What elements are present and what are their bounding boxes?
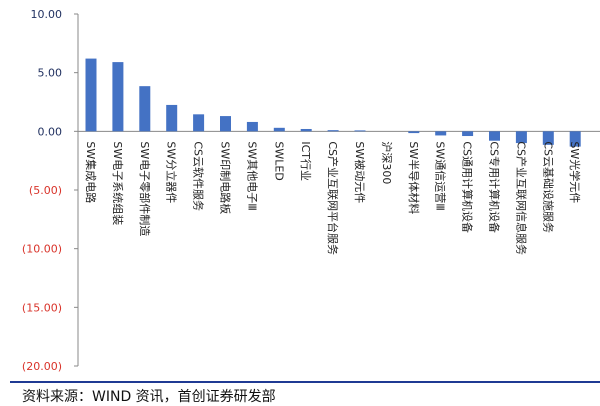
category-label: CS通用计算机设备 <box>461 141 475 233</box>
category-label: CS专用计算机设备 <box>488 141 502 233</box>
bar <box>462 131 474 137</box>
category-label: SW印制电路板 <box>219 141 233 214</box>
y-tick-label: (10.00) <box>22 243 62 256</box>
bar <box>327 130 339 132</box>
category-label: SW其他电子Ⅲ <box>245 141 258 210</box>
bar <box>139 86 151 132</box>
category-label: 沪深300 <box>380 141 394 184</box>
bar <box>489 131 500 141</box>
bar <box>85 58 97 132</box>
bar <box>435 131 447 136</box>
y-tick-label: 10.00 <box>31 8 63 21</box>
category-label: SW通信运营Ⅲ <box>434 141 448 210</box>
category-label: SW集成电路 <box>84 141 98 203</box>
category-label: SW光学元件 <box>568 141 582 203</box>
category-label: CS云基础设施服务 <box>541 141 554 233</box>
category-label: CS产业互联网信息服务 <box>514 141 528 255</box>
source-divider <box>10 381 600 383</box>
bar <box>166 104 178 132</box>
y-tick-label: (5.00) <box>29 184 62 197</box>
bar <box>112 62 124 132</box>
y-tick-label: 0.00 <box>38 125 63 138</box>
source-note: 资料来源：WIND 资讯，首创证券研发部 <box>22 389 276 405</box>
bar <box>193 114 205 132</box>
category-label: SW电子系统组装 <box>111 141 125 225</box>
category-label: SW半导体材料 <box>407 141 421 214</box>
category-label: SW分立器件 <box>165 141 179 203</box>
bar-chart: 10.00 5.00 0.00 (5.00) (10.00) (15.00) (20.00)… <box>22 8 600 373</box>
bar <box>246 121 258 132</box>
category-label: CS云软件服务 <box>192 141 206 211</box>
bar <box>273 127 285 132</box>
category-label: SW电子零部件制造 <box>138 141 152 236</box>
bar <box>300 128 312 132</box>
bar <box>408 131 420 134</box>
bar <box>515 131 527 144</box>
category-label: CS产业互联网平台服务 <box>326 141 340 255</box>
y-tick-label: (15.00) <box>22 301 62 314</box>
bar <box>354 130 366 132</box>
y-tick-label: (20.00) <box>22 360 62 373</box>
category-label: SWLED <box>272 141 285 180</box>
bar <box>542 131 554 145</box>
bar <box>220 116 231 132</box>
y-tick-label: 5.00 <box>38 67 63 80</box>
category-label: SW被动元件 <box>353 141 366 203</box>
bar <box>569 131 581 147</box>
category-label: ICT行业 <box>299 141 312 181</box>
